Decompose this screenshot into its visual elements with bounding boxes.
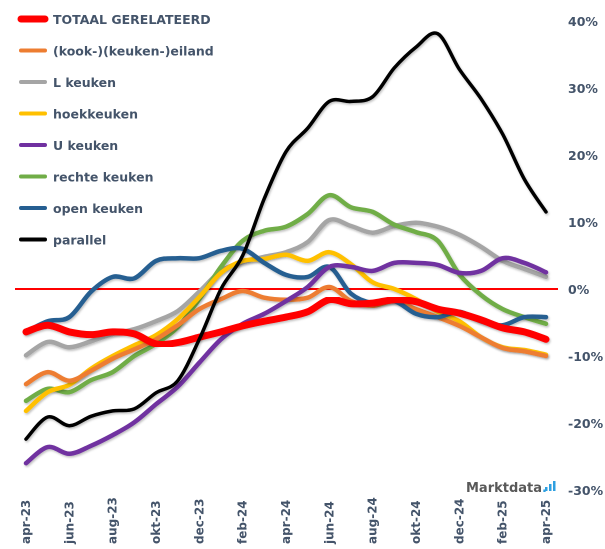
legend-label: TOTAAL GERELATEERD [53,12,211,27]
legend: TOTAAL GERELATEERD (kook-)(keuken-)eiland… [17,12,214,248]
series-line-hoekkeuken [23,249,549,414]
x-tick-label: apr-25 [539,500,553,544]
legend-item: U keuken [19,138,118,153]
legend-label: hoekkeuken [53,107,138,122]
legend-item: TOTAAL GERELATEERD [17,12,211,27]
y-axis: 40% 30% 20% 10% 0% -10% -20% -30% [568,14,604,498]
bar-chart-icon-bar [549,484,552,491]
marktdata-logo: Marktdata. [466,481,556,496]
series-line-u-keuken [23,255,549,466]
y-tick-label: 10% [568,215,598,230]
legend-item: rechte keuken [19,170,153,185]
y-tick-label: 40% [568,14,598,29]
y-tick-label: -20% [568,416,604,431]
x-axis: apr-23 jun-23 aug-23 okt-23 dec-23 feb-24 apr-… [19,497,553,545]
legend-label: L keuken [53,75,116,90]
bar-chart-icon [545,481,556,491]
y-tick-label: 30% [568,81,598,96]
y-tick-label: 20% [568,148,598,163]
bar-chart-icon-bar [545,487,548,491]
x-tick-label: aug-24 [366,497,380,544]
series-line-totaal-gerelateerd [22,295,550,348]
brand-text: Marktdata [466,481,542,496]
x-tick-label: okt-24 [409,500,423,544]
series-layer [22,31,550,466]
x-tick-label: apr-23 [19,500,33,544]
legend-item: parallel [19,233,106,248]
brand-name: Marktdata. [466,481,547,496]
legend-label: open keuken [53,201,143,216]
x-tick-label: jun-23 [62,501,76,545]
y-tick-label: -10% [568,349,604,364]
x-tick-label: dec-24 [452,498,466,544]
legend-label: rechte keuken [53,170,153,185]
legend-item: hoekkeuken [19,107,138,122]
x-tick-label: apr-24 [279,500,293,544]
legend-label: (kook-)(keuken-)eiland [53,44,214,59]
x-tick-label: feb-24 [236,500,250,544]
series-line-parallel [24,31,548,441]
legend-label: U keuken [53,138,118,153]
legend-item: (kook-)(keuken-)eiland [19,44,214,59]
x-tick-label: jun-24 [322,501,336,545]
legend-label: parallel [53,233,106,248]
legend-item: L keuken [19,75,116,90]
brand-dot: . [542,481,547,496]
x-tick-label: aug-23 [106,497,120,544]
legend-item: open keuken [19,201,143,216]
y-tick-label: -30% [568,483,604,498]
bar-chart-icon-bar [553,481,556,491]
y-tick-label: 0% [568,282,590,297]
x-tick-label: okt-23 [149,500,163,544]
x-tick-label: dec-23 [192,498,206,544]
x-tick-label: feb-25 [496,500,510,544]
